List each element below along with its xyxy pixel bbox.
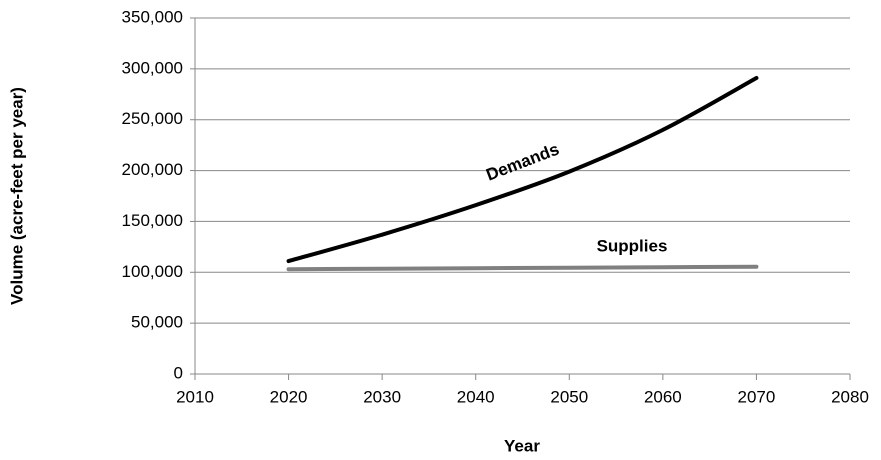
x-tick-label: 2070 bbox=[738, 387, 776, 406]
x-tick-label: 2060 bbox=[644, 387, 682, 406]
x-tick-label: 2010 bbox=[176, 387, 214, 406]
series-label: Supplies bbox=[597, 236, 668, 255]
y-tick-label: 250,000 bbox=[122, 109, 183, 128]
x-axis-title: Year bbox=[504, 436, 540, 455]
x-tick-label: 2030 bbox=[363, 387, 401, 406]
y-tick-label: 100,000 bbox=[122, 262, 183, 281]
x-tick-label: 2080 bbox=[831, 387, 869, 406]
x-tick-label: 2020 bbox=[270, 387, 308, 406]
y-tick-label: 200,000 bbox=[122, 160, 183, 179]
y-axis-title: Volume (acre-feet per year) bbox=[7, 87, 26, 305]
y-tick-label: 300,000 bbox=[122, 58, 183, 77]
series-line bbox=[286, 76, 759, 264]
series-line bbox=[286, 264, 759, 272]
y-tick-label: 50,000 bbox=[131, 313, 183, 332]
x-tick-label: 2050 bbox=[550, 387, 588, 406]
y-tick-label: 350,000 bbox=[122, 7, 183, 26]
y-tick-label: 0 bbox=[174, 363, 183, 382]
y-tick-label: 150,000 bbox=[122, 211, 183, 230]
x-tick-label: 2040 bbox=[457, 387, 495, 406]
